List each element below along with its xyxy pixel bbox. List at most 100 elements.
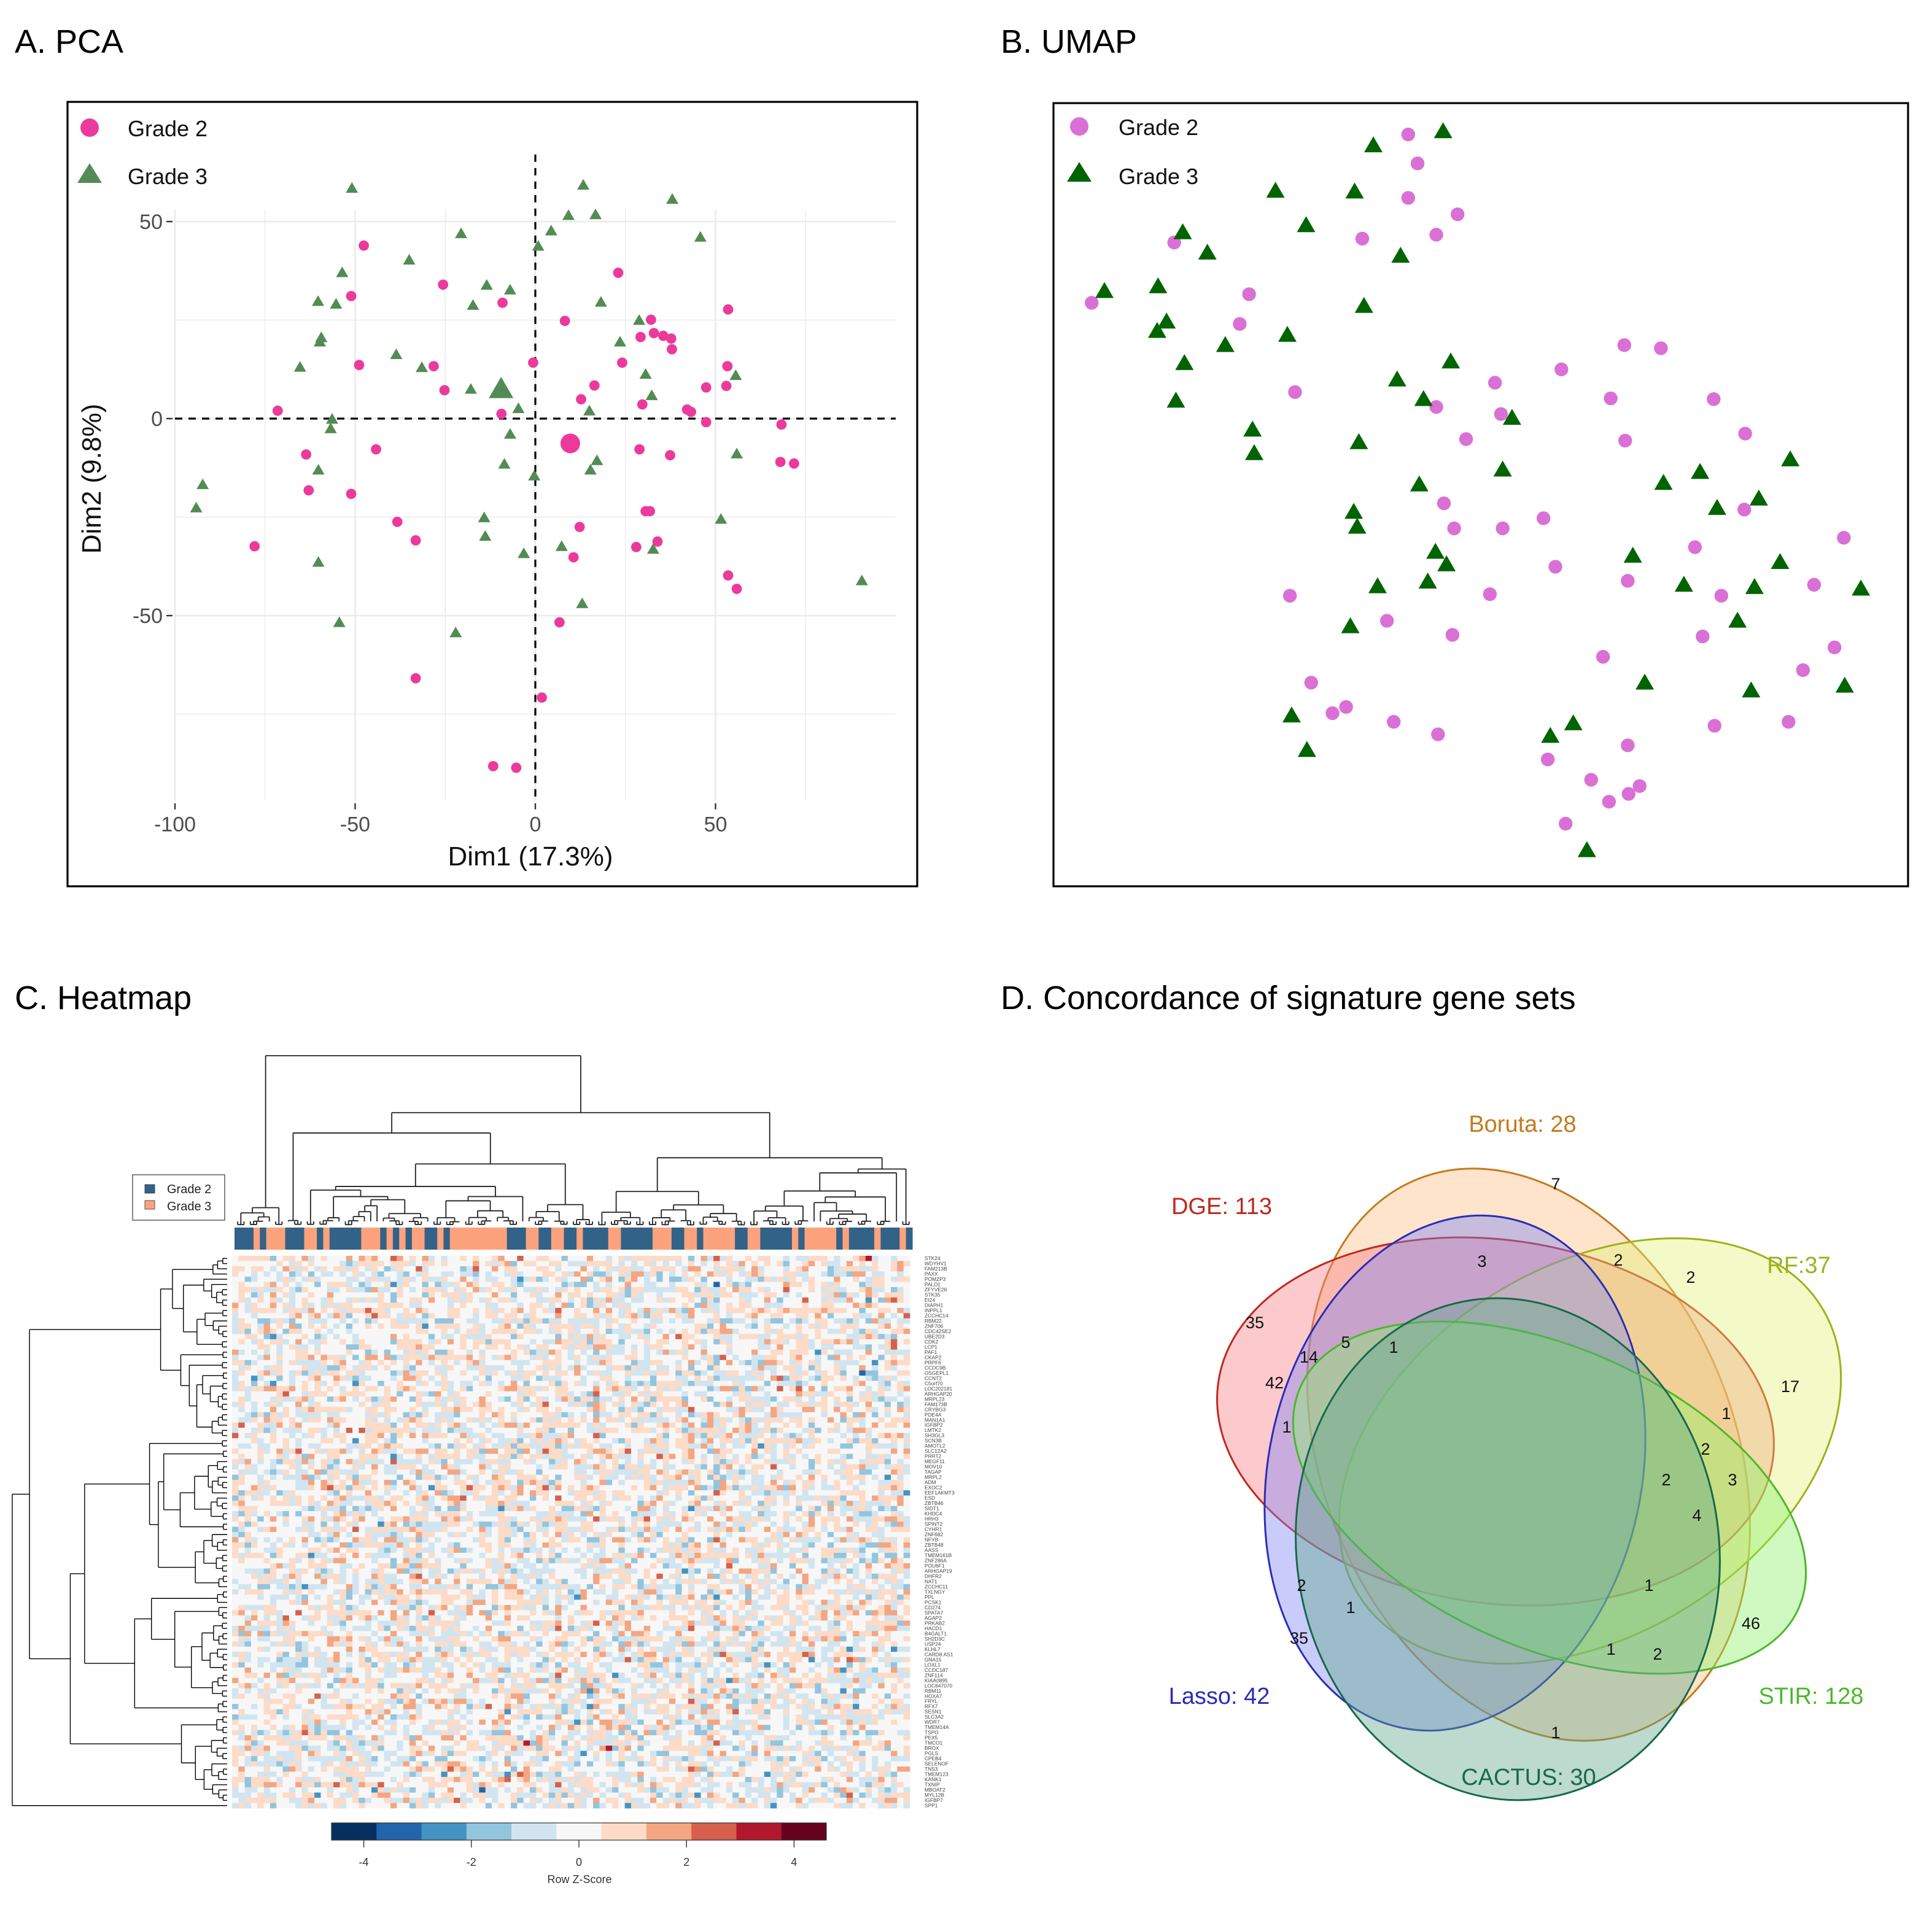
annotation-cell bbox=[615, 1228, 621, 1250]
heatmap-cell bbox=[454, 1396, 460, 1402]
heatmap-cell bbox=[244, 1422, 252, 1428]
heatmap-cell bbox=[764, 1412, 771, 1418]
heatmap-cell bbox=[669, 1297, 676, 1303]
heatmap-cell bbox=[865, 1276, 872, 1282]
heatmap-cell bbox=[390, 1318, 397, 1324]
heatmap-cell bbox=[378, 1318, 385, 1324]
heatmap-cell bbox=[232, 1261, 239, 1267]
heatmap-cell bbox=[631, 1271, 638, 1277]
heatmap-cell bbox=[244, 1323, 252, 1329]
heatmap-cell bbox=[517, 1355, 524, 1361]
heatmap-cell bbox=[650, 1370, 657, 1376]
heatmap-cell bbox=[238, 1438, 246, 1444]
heatmap-cell bbox=[301, 1360, 309, 1366]
annotation-cell bbox=[836, 1228, 844, 1250]
heatmap-cell bbox=[250, 1391, 258, 1397]
heatmap-cell bbox=[397, 1375, 403, 1382]
heatmap-cell bbox=[473, 1428, 479, 1434]
heatmap-cell bbox=[751, 1302, 758, 1309]
heatmap-cell bbox=[891, 1365, 898, 1371]
heatmap-cell bbox=[688, 1349, 695, 1355]
heatmap-cell bbox=[276, 1302, 283, 1309]
heatmap-cell bbox=[802, 1360, 809, 1366]
heatmap-cell bbox=[580, 1438, 588, 1444]
heatmap-cell bbox=[378, 1391, 385, 1397]
heatmap-cell bbox=[840, 1375, 847, 1382]
heatmap-cell bbox=[523, 1344, 530, 1350]
heatmap-cell bbox=[397, 1370, 403, 1376]
heatmap-cell bbox=[599, 1282, 607, 1288]
heatmap-cell bbox=[732, 1297, 739, 1303]
heatmap-cell bbox=[492, 1370, 499, 1376]
heatmap-cell bbox=[536, 1256, 543, 1261]
heatmap-cell bbox=[492, 1286, 499, 1293]
heatmap-cell bbox=[739, 1271, 746, 1277]
pca-x-axis-title: Dim1 (17.3%) bbox=[448, 841, 613, 872]
heatmap-cell bbox=[884, 1391, 891, 1397]
heatmap-cell bbox=[504, 1438, 511, 1444]
heatmap-cell bbox=[485, 1344, 492, 1350]
heatmap-cell bbox=[498, 1365, 505, 1371]
heatmap-cell bbox=[378, 1323, 385, 1329]
heatmap-cell bbox=[270, 1386, 277, 1392]
heatmap-cell bbox=[624, 1286, 632, 1293]
heatmap-cell bbox=[574, 1282, 581, 1288]
heatmap-cell bbox=[777, 1339, 784, 1345]
heatmap-cell bbox=[289, 1391, 296, 1397]
heatmap-cell bbox=[567, 1417, 575, 1423]
heatmap-cell bbox=[384, 1313, 391, 1319]
panel-c-title: C. Heatmap bbox=[15, 980, 192, 1016]
heatmap-cell bbox=[681, 1428, 689, 1434]
heatmap-cell bbox=[314, 1339, 321, 1345]
heatmap-cell bbox=[789, 1349, 796, 1355]
heatmap-cell bbox=[371, 1370, 378, 1376]
heatmap-cell bbox=[479, 1266, 486, 1272]
heatmap-cell bbox=[834, 1344, 840, 1350]
heatmap-cell bbox=[821, 1401, 828, 1407]
heatmap-cell bbox=[308, 1276, 315, 1282]
heatmap-cell bbox=[872, 1375, 879, 1382]
heatmap-cell bbox=[751, 1282, 758, 1288]
heatmap-cell bbox=[378, 1307, 385, 1313]
heatmap-cell bbox=[815, 1318, 821, 1324]
heatmap-cell bbox=[662, 1328, 670, 1334]
heatmap-cell bbox=[865, 1375, 872, 1382]
heatmap-cell bbox=[435, 1256, 441, 1261]
heatmap-cell bbox=[333, 1271, 340, 1277]
pca-point-grade2 bbox=[635, 331, 646, 342]
heatmap-cell bbox=[384, 1266, 391, 1272]
heatmap-cell bbox=[295, 1256, 302, 1261]
heatmap-cell bbox=[244, 1318, 252, 1324]
heatmap-cell bbox=[567, 1375, 575, 1382]
heatmap-cell bbox=[662, 1380, 670, 1387]
heatmap-cell bbox=[758, 1334, 765, 1340]
heatmap-cell bbox=[631, 1292, 638, 1298]
heatmap-cell bbox=[903, 1433, 910, 1439]
heatmap-cell bbox=[529, 1276, 537, 1282]
heatmap-cell bbox=[834, 1313, 840, 1319]
heatmap-cell bbox=[739, 1365, 746, 1371]
heatmap-cell bbox=[605, 1266, 613, 1272]
heatmap-cell bbox=[859, 1407, 866, 1413]
annotation-cell bbox=[754, 1228, 761, 1250]
annotation-cell bbox=[671, 1228, 678, 1250]
heatmap-cell bbox=[821, 1375, 828, 1382]
heatmap-cell bbox=[878, 1360, 885, 1366]
heatmap-cell bbox=[441, 1318, 448, 1324]
heatmap-cell bbox=[789, 1433, 796, 1439]
heatmap-cell bbox=[872, 1276, 879, 1282]
heatmap-cell bbox=[872, 1339, 879, 1345]
heatmap-cell bbox=[808, 1271, 815, 1277]
heatmap-cell bbox=[352, 1365, 359, 1371]
heatmap-cell bbox=[605, 1443, 613, 1449]
heatmap-cell bbox=[586, 1386, 594, 1392]
heatmap-cell bbox=[739, 1261, 746, 1267]
annotation-cell bbox=[235, 1228, 241, 1250]
heatmap-cell bbox=[257, 1360, 264, 1366]
heatmap-cell bbox=[536, 1276, 543, 1282]
pca-point-grade2 bbox=[410, 535, 421, 546]
heatmap-cell bbox=[441, 1261, 448, 1267]
heatmap-cell bbox=[675, 1276, 682, 1282]
heatmap-cell bbox=[758, 1370, 765, 1376]
heatmap-cell bbox=[846, 1302, 853, 1309]
